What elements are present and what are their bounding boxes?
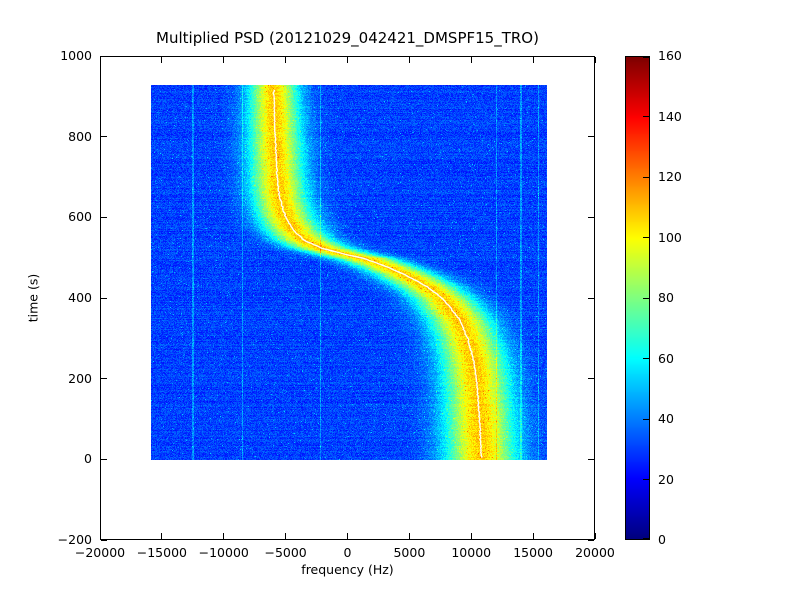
x-tick-mark xyxy=(161,57,163,63)
colorbar-tick-label: 160 xyxy=(658,48,682,63)
y-tick-mark xyxy=(101,378,107,380)
x-tick-mark xyxy=(99,57,101,63)
x-tick-mark xyxy=(285,533,287,539)
colorbar-tick-mark xyxy=(643,116,649,117)
y-tick-mark xyxy=(588,378,594,380)
heatmap-canvas xyxy=(150,85,547,461)
x-tick-mark xyxy=(223,57,225,63)
x-tick-label: −20000 xyxy=(74,545,126,560)
x-tick-mark xyxy=(594,533,596,539)
colorbar-tick-label: 0 xyxy=(658,532,666,547)
y-tick-label: 800 xyxy=(68,128,92,144)
x-tick-mark xyxy=(347,57,348,63)
y-tick-label: 600 xyxy=(68,209,92,225)
x-tick-label: 0 xyxy=(343,545,352,560)
colorbar-tick-mark xyxy=(643,57,649,58)
x-tick-label: −10000 xyxy=(198,545,249,560)
x-tick-mark xyxy=(285,57,287,63)
x-tick-mark xyxy=(532,57,534,63)
x-tick-mark xyxy=(408,533,410,539)
y-tick-label: 200 xyxy=(68,370,92,386)
x-tick-label: 20000 xyxy=(575,545,615,560)
x-tick-mark xyxy=(594,57,596,63)
y-tick-label: −200 xyxy=(57,532,92,547)
y-tick-mark xyxy=(588,539,594,541)
x-tick-mark xyxy=(223,533,225,539)
colorbar-tick-mark xyxy=(643,237,649,238)
x-tick-mark xyxy=(347,533,348,539)
chart-title: Multiplied PSD (20121029_042421_DMSPF15_… xyxy=(156,29,539,47)
colorbar-tick-mark xyxy=(643,418,649,420)
y-tick-label: 0 xyxy=(84,451,92,467)
colorbar-tick-mark xyxy=(643,297,649,299)
colorbar-tick-label: 20 xyxy=(658,471,674,487)
x-tick-label: 5000 xyxy=(393,545,426,560)
y-tick-mark xyxy=(101,216,107,218)
colorbar-tick-mark xyxy=(643,176,649,178)
x-tick-mark xyxy=(470,533,472,539)
colorbar-tick-label: 40 xyxy=(658,411,674,426)
colorbar-tick-mark xyxy=(643,358,649,359)
y-tick-mark xyxy=(101,136,107,138)
y-tick-mark xyxy=(588,55,594,57)
colorbar-tick-label: 60 xyxy=(658,350,674,366)
plot-area xyxy=(100,56,595,540)
y-tick-mark xyxy=(588,136,594,138)
x-tick-mark xyxy=(470,57,472,63)
colorbar-tick-mark xyxy=(643,479,649,480)
x-axis-label: frequency (Hz) xyxy=(301,562,394,577)
x-tick-label: −15000 xyxy=(136,545,187,560)
x-tick-label: 15000 xyxy=(513,545,553,560)
y-tick-label: 400 xyxy=(68,290,92,305)
y-tick-mark xyxy=(588,216,594,218)
x-tick-mark xyxy=(532,533,534,539)
x-tick-mark xyxy=(408,57,410,63)
y-tick-mark xyxy=(101,55,107,57)
x-tick-label: 10000 xyxy=(451,545,492,560)
y-tick-mark xyxy=(101,539,107,541)
x-tick-label: −5000 xyxy=(264,545,307,560)
x-tick-mark xyxy=(161,533,163,539)
y-tick-label: 1000 xyxy=(60,48,92,63)
colorbar-tick-mark xyxy=(643,538,649,539)
colorbar-tick-label: 100 xyxy=(658,229,682,245)
colorbar-tick-label: 140 xyxy=(658,108,682,124)
y-tick-mark xyxy=(588,458,594,460)
x-tick-mark xyxy=(99,533,101,539)
y-tick-mark xyxy=(101,297,107,299)
y-tick-mark xyxy=(101,458,107,460)
colorbar-tick-label: 80 xyxy=(658,290,674,305)
colorbar-tick-label: 120 xyxy=(658,169,682,184)
y-tick-mark xyxy=(588,297,594,299)
